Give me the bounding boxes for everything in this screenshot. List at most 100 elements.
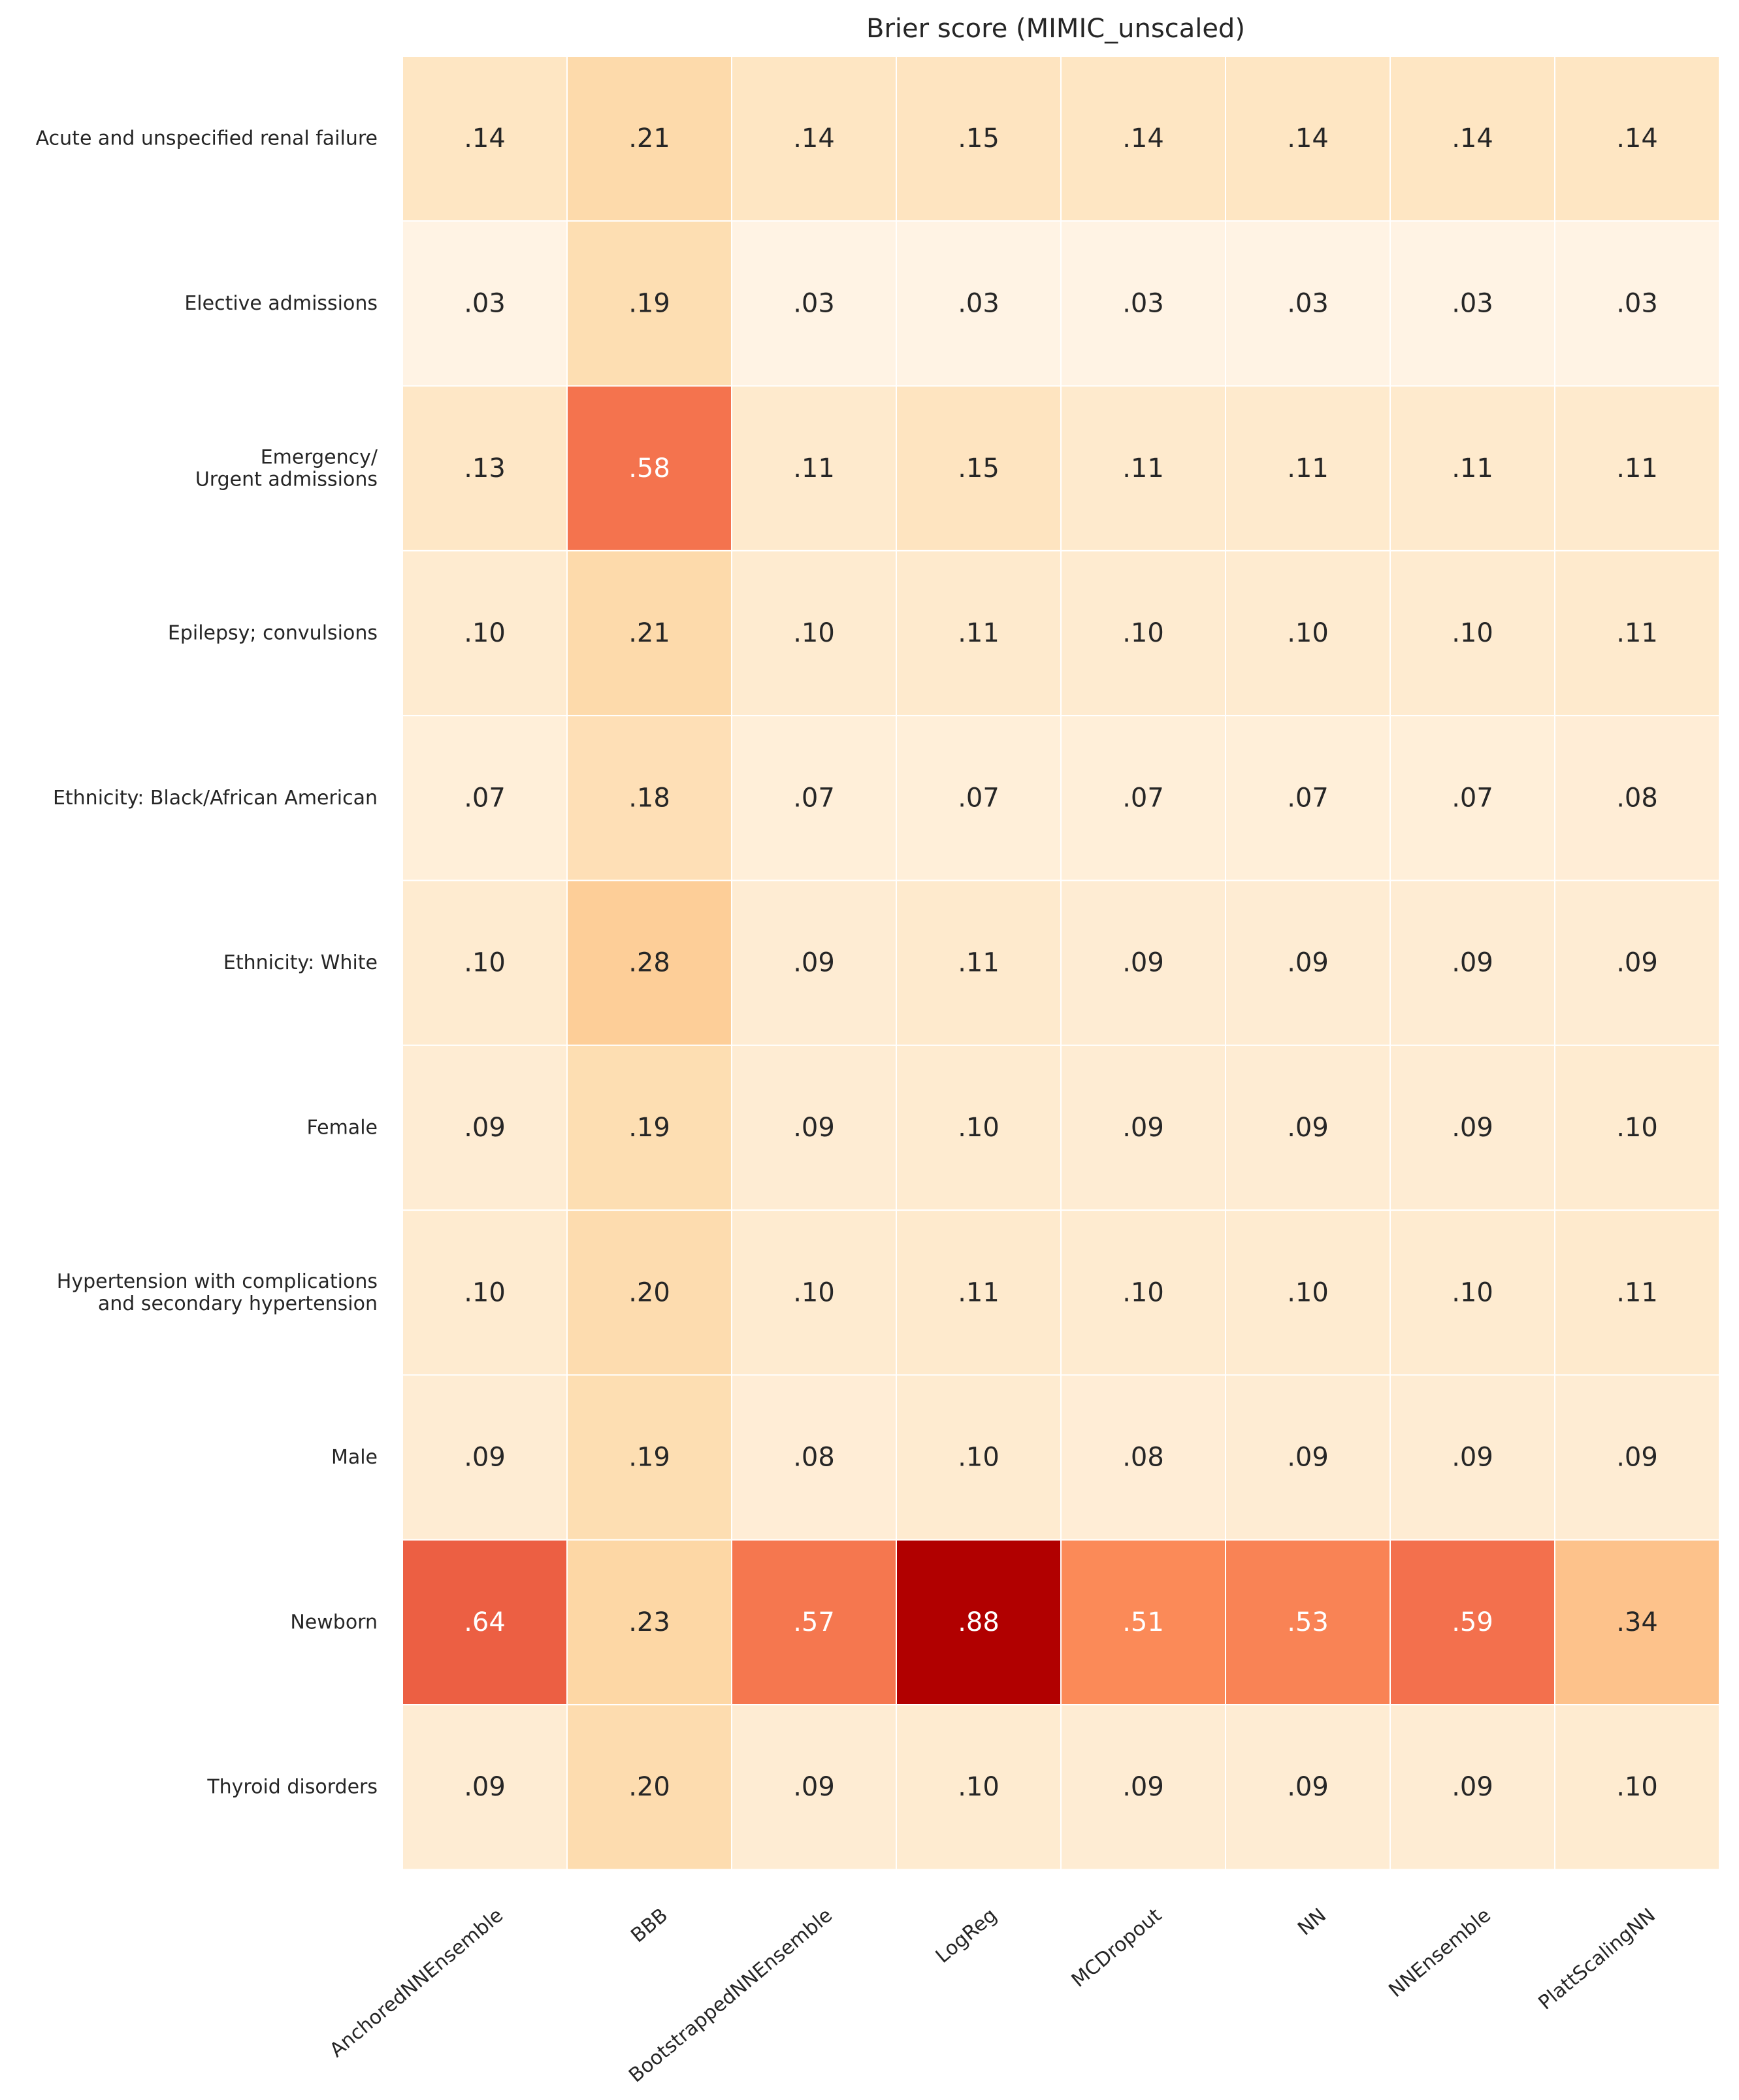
cell-value-label: .14 bbox=[793, 123, 835, 154]
cell-value-label: .10 bbox=[793, 618, 835, 648]
cell-value-label: .10 bbox=[793, 1277, 835, 1307]
cell-value-label: .14 bbox=[1122, 123, 1164, 154]
heatmap-cell bbox=[1225, 1704, 1391, 1871]
heatmap-cell bbox=[1060, 220, 1226, 387]
heatmap-cell bbox=[1390, 1539, 1555, 1705]
cell-value-label: .10 bbox=[958, 1443, 1000, 1473]
cell-value-label: .57 bbox=[793, 1607, 835, 1637]
heatmap-cell bbox=[1390, 1704, 1555, 1871]
cell-value-label: .10 bbox=[464, 948, 506, 978]
heatmap-cell bbox=[1060, 1374, 1226, 1541]
heatmap-cell bbox=[566, 1374, 732, 1541]
heatmap-cell bbox=[566, 1704, 732, 1871]
heatmap-cell bbox=[1225, 56, 1391, 222]
heatmap-cell bbox=[1225, 1374, 1391, 1541]
cell-value-label: .10 bbox=[1616, 1113, 1658, 1143]
row-label-line: Emergency/ bbox=[261, 446, 378, 468]
heatmap-cell bbox=[1225, 1209, 1391, 1376]
row-label-newborn: Newborn bbox=[290, 1611, 378, 1633]
heatmap-cell bbox=[1390, 385, 1555, 551]
cell-value-label: .10 bbox=[958, 1113, 1000, 1143]
cell-value-label: .08 bbox=[793, 1443, 835, 1473]
cell-value-label: .11 bbox=[793, 453, 835, 484]
heatmap-cell bbox=[731, 56, 897, 222]
cell-value-label: .09 bbox=[1616, 948, 1658, 978]
row-label-line: Thyroid disorders bbox=[206, 1776, 378, 1799]
heatmap-cell bbox=[1390, 1374, 1555, 1541]
cell-value-label: .58 bbox=[628, 453, 670, 484]
cell-value-label: .13 bbox=[464, 453, 506, 484]
heatmap-cell bbox=[1554, 1044, 1720, 1211]
heatmap-cell bbox=[566, 220, 732, 387]
row-label-thyroid-disorders: Thyroid disorders bbox=[206, 1776, 378, 1799]
cell-value-label: .21 bbox=[628, 618, 670, 648]
cell-value-label: .09 bbox=[464, 1772, 506, 1802]
heatmap-cell bbox=[402, 56, 568, 222]
heatmap-cell bbox=[1225, 1044, 1391, 1211]
cell-value-label: .11 bbox=[1616, 618, 1658, 648]
cell-value-label: .15 bbox=[958, 453, 1000, 484]
heatmap-cell bbox=[1225, 1539, 1391, 1705]
row-label-female: Female bbox=[307, 1116, 378, 1139]
row-label-line: Newborn bbox=[290, 1611, 378, 1633]
column-label-plattscalingnn: PlattScalingNN bbox=[1535, 1904, 1660, 2014]
cell-value-label: .07 bbox=[1287, 783, 1329, 813]
heatmap-cell bbox=[1060, 1044, 1226, 1211]
row-label-male: Male bbox=[331, 1446, 378, 1469]
heatmap-cell bbox=[1060, 56, 1226, 222]
heatmap-cell bbox=[402, 1704, 568, 1871]
heatmap-cell bbox=[1554, 385, 1720, 551]
row-label-line: Female bbox=[307, 1116, 378, 1139]
heatmap-cell bbox=[1225, 879, 1391, 1046]
cell-value-label: .09 bbox=[1287, 948, 1329, 978]
cell-value-label: .03 bbox=[793, 288, 835, 318]
column-labels: AnchoredNNEnsemble BBBBootstrappedNNEnsem… bbox=[325, 1904, 1660, 2088]
cell-value-label: .09 bbox=[1452, 1443, 1493, 1473]
cell-value-label: .19 bbox=[628, 288, 670, 318]
heatmap-cell bbox=[896, 1374, 1062, 1541]
cell-value-label: .34 bbox=[1616, 1607, 1658, 1637]
cell-value-label: .09 bbox=[1122, 1113, 1164, 1143]
cell-value-label: .09 bbox=[464, 1443, 506, 1473]
heatmap-cell bbox=[1554, 879, 1720, 1046]
cell-value-label: .09 bbox=[1287, 1772, 1329, 1802]
heatmap-cell bbox=[1554, 1209, 1720, 1376]
heatmap-cell bbox=[1060, 1704, 1226, 1871]
cell-value-label: .19 bbox=[628, 1113, 670, 1143]
cell-value-label: .09 bbox=[793, 1772, 835, 1802]
cell-value-label: .11 bbox=[1122, 453, 1164, 484]
heatmap-cell bbox=[731, 385, 897, 551]
heatmap-cell bbox=[1554, 715, 1720, 881]
cell-value-label: .21 bbox=[628, 123, 670, 154]
cell-value-label: .10 bbox=[464, 618, 506, 648]
heatmap-cell bbox=[896, 715, 1062, 881]
heatmap-cell bbox=[896, 220, 1062, 387]
cell-value-label: .59 bbox=[1452, 1607, 1493, 1637]
cell-value-label: .15 bbox=[958, 123, 1000, 154]
heatmap-cell bbox=[1060, 1209, 1226, 1376]
cell-value-label: .51 bbox=[1122, 1607, 1164, 1637]
cell-value-label: .19 bbox=[628, 1443, 670, 1473]
heatmap-cell bbox=[896, 1704, 1062, 1871]
cell-value-label: .23 bbox=[628, 1607, 670, 1637]
row-label-line: Epilepsy; convulsions bbox=[168, 622, 378, 645]
row-label-line: Ethnicity: White bbox=[223, 951, 378, 974]
row-label-line: Elective admissions bbox=[184, 292, 378, 315]
cell-value-label: .03 bbox=[958, 288, 1000, 318]
heatmap-cell bbox=[1225, 715, 1391, 881]
heatmap-cell bbox=[896, 550, 1062, 717]
heatmap-cell bbox=[1390, 879, 1555, 1046]
heatmap-cell bbox=[731, 879, 897, 1046]
heatmap-cell bbox=[1390, 550, 1555, 717]
heatmap-cell bbox=[731, 1044, 897, 1211]
row-label-elective-admissions: Elective admissions bbox=[184, 292, 378, 315]
heatmap-cell bbox=[731, 1704, 897, 1871]
row-label-acute-and-unspecified-renal-failure: Acute and unspecified renal failure bbox=[36, 127, 378, 150]
cell-value-label: .14 bbox=[464, 123, 506, 154]
cell-value-label: .11 bbox=[958, 618, 1000, 648]
row-label-emergency-urgent-admissions: Emergency/Urgent admissions bbox=[195, 446, 378, 491]
heatmap-cell bbox=[731, 1209, 897, 1376]
row-label-line: Urgent admissions bbox=[195, 468, 378, 491]
row-label-epilepsy-convulsions: Epilepsy; convulsions bbox=[168, 622, 378, 645]
